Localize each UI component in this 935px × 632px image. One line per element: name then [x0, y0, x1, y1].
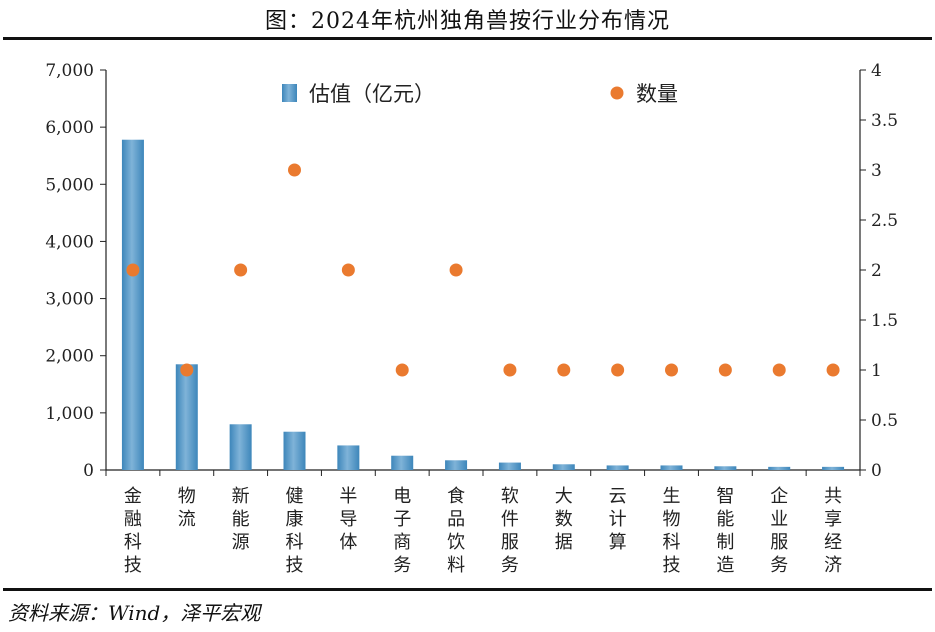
y-left-tick-label: 1,000 [45, 404, 94, 424]
x-tick-label: 智能制造 [716, 486, 734, 576]
y-left-tick-label: 2,000 [45, 347, 94, 367]
x-tick-label: 物流 [178, 486, 196, 530]
point [126, 263, 140, 277]
x-tick-label: 生物科技 [663, 486, 681, 576]
point [665, 363, 678, 377]
point [288, 163, 301, 177]
bar [175, 364, 198, 470]
point [503, 363, 517, 377]
legend-label-bar: 估值（亿元） [309, 82, 435, 106]
bar [121, 139, 144, 470]
title-divider [3, 37, 932, 40]
point [611, 363, 625, 377]
y-right-tick-label: 3.5 [871, 111, 898, 131]
point [449, 263, 463, 277]
x-tick-label: 云计算 [609, 486, 627, 553]
y-right-tick-label: 0 [871, 461, 882, 481]
y-right-tick-label: 4 [871, 61, 882, 81]
bar [714, 466, 737, 470]
y-right-tick-label: 0.5 [871, 411, 898, 431]
point [234, 263, 248, 277]
bar [822, 466, 845, 470]
legend-swatch-bar [282, 84, 297, 102]
bottom-divider [3, 588, 932, 591]
y-left-tick-label: 5,000 [45, 175, 94, 195]
x-tick-label: 企业服务 [770, 486, 788, 576]
point [718, 363, 732, 377]
y-left-tick-label: 4,000 [45, 232, 94, 252]
y-left-tick-label: 7,000 [45, 61, 94, 81]
point [826, 363, 840, 377]
point [772, 363, 786, 377]
y-right-tick-label: 1 [871, 361, 882, 381]
y-left-tick-label: 3,000 [45, 290, 94, 310]
point [180, 363, 194, 377]
point [395, 363, 409, 377]
x-tick-label: 大数据 [555, 486, 573, 553]
x-tick-label: 软件服务 [501, 486, 519, 576]
y-right-tick-label: 3 [871, 161, 882, 181]
bar [229, 424, 252, 470]
bar [391, 455, 414, 470]
x-tick-label: 电子商务 [393, 486, 411, 576]
legend-swatch-dot [610, 86, 624, 100]
point [557, 363, 571, 377]
x-tick-label: 半导体 [339, 486, 357, 553]
x-tick-label: 食品饮料 [447, 486, 465, 576]
y-left-tick-label: 0 [83, 461, 94, 481]
x-tick-label: 新能源 [232, 486, 250, 553]
legend-label-dot: 数量 [636, 82, 678, 106]
bar [552, 464, 575, 470]
y-right-tick-label: 2 [871, 261, 882, 281]
bar [337, 445, 360, 470]
bar [283, 431, 306, 470]
chart-area: 0 1,000 2,000 3,000 4,000 5,000 6,000 7,000 0 0.5… [45, 61, 898, 576]
y-right-tick-label: 1.5 [871, 311, 898, 331]
bar [445, 460, 468, 470]
x-tick-label: 共享经济 [824, 486, 842, 576]
x-tick-label: 健康科技 [286, 486, 304, 576]
bar [606, 465, 629, 470]
y-left-tick-label: 6,000 [45, 118, 94, 138]
source-note: 资料来源：Wind，泽平宏观 [8, 601, 261, 625]
bar [660, 465, 683, 470]
point [341, 263, 355, 277]
bar [768, 466, 791, 470]
chart-title: 图：2024年杭州独角兽按行业分布情况 [265, 9, 670, 34]
x-tick-label: 金融科技 [124, 486, 142, 576]
y-right-tick-label: 2.5 [871, 211, 898, 231]
bar [498, 462, 521, 470]
